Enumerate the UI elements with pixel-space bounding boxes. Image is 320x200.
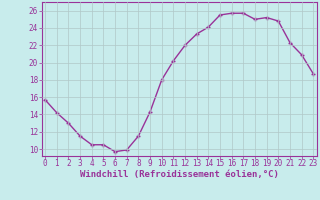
X-axis label: Windchill (Refroidissement éolien,°C): Windchill (Refroidissement éolien,°C) xyxy=(80,170,279,179)
